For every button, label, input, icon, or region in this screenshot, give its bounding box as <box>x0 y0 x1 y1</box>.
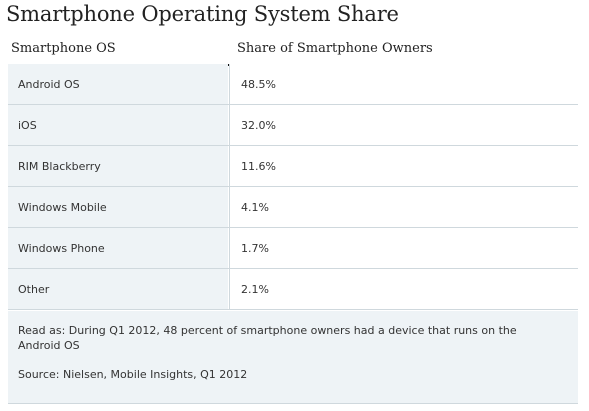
os-cell: Windows Phone <box>8 228 228 268</box>
data-table: Android OS 48.5% iOS 32.0% RIM Blackberr… <box>8 64 578 310</box>
table-row: RIM Blackberry 11.6% <box>8 146 578 187</box>
table-title: Smartphone Operating System Share <box>6 2 399 26</box>
share-cell: 1.7% <box>229 228 578 268</box>
share-cell: 32.0% <box>229 105 578 145</box>
os-name: iOS <box>18 119 37 132</box>
table-row: Windows Phone 1.7% <box>8 228 578 269</box>
table-footer: Read as: During Q1 2012, 48 percent of s… <box>8 311 578 404</box>
os-name: RIM Blackberry <box>18 160 101 173</box>
os-name: Other <box>18 283 50 296</box>
os-cell: Other <box>8 269 228 309</box>
os-cell: Android OS <box>8 64 228 104</box>
os-cell: iOS <box>8 105 228 145</box>
share-cell: 2.1% <box>229 269 578 309</box>
table-row: Windows Mobile 4.1% <box>8 187 578 228</box>
table-row: Other 2.1% <box>8 269 578 310</box>
share-value: 11.6% <box>241 160 276 173</box>
share-cell: 48.5% <box>229 64 578 104</box>
share-value: 4.1% <box>241 201 269 214</box>
os-name: Android OS <box>18 78 80 91</box>
share-value: 1.7% <box>241 242 269 255</box>
column-header-os: Smartphone OS <box>11 41 116 56</box>
table-header: Smartphone OS Share of Smartphone Owners <box>8 36 578 66</box>
os-name: Windows Phone <box>18 242 105 255</box>
os-name: Windows Mobile <box>18 201 107 214</box>
table-row: iOS 32.0% <box>8 105 578 146</box>
column-header-share: Share of Smartphone Owners <box>237 41 433 56</box>
share-cell: 11.6% <box>229 146 578 186</box>
os-cell: RIM Blackberry <box>8 146 228 186</box>
share-value: 2.1% <box>241 283 269 296</box>
table-row: Android OS 48.5% <box>8 64 578 105</box>
reading-note: Read as: During Q1 2012, 48 percent of s… <box>18 324 517 352</box>
source-line: Source: Nielsen, Mobile Insights, Q1 201… <box>18 368 248 381</box>
share-value: 32.0% <box>241 119 276 132</box>
os-cell: Windows Mobile <box>8 187 228 227</box>
share-cell: 4.1% <box>229 187 578 227</box>
share-value: 48.5% <box>241 78 276 91</box>
